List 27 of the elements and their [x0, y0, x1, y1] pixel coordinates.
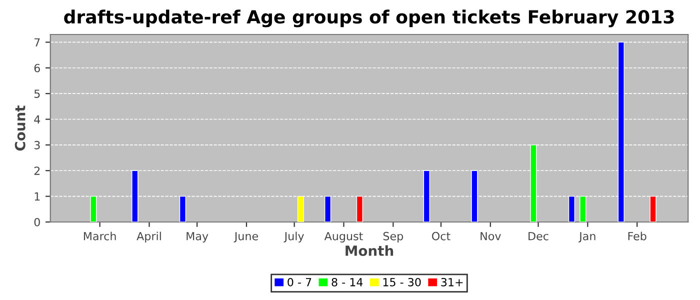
x-tick-label: May: [186, 232, 208, 242]
y-tick-label: 5: [34, 90, 40, 98]
y-tick-label: 6: [34, 64, 40, 72]
legend-label: 15 - 30: [383, 278, 421, 286]
legend-label: 31+: [441, 278, 463, 286]
chart-title: drafts-update-ref Age groups of open tickets February 2013: [64, 10, 674, 28]
x-tick-label: Nov: [480, 232, 501, 240]
y-tick-label: 7: [34, 38, 40, 46]
x-tick-label: Dec: [528, 232, 548, 240]
x-tick-label: July: [284, 232, 304, 242]
x-tick-label: Oct: [432, 232, 450, 240]
y-tick-label: 4: [34, 115, 40, 124]
y-tick-label: 1: [34, 192, 40, 201]
x-tick-label: Sep: [383, 232, 404, 242]
legend-label: 8 - 14: [332, 278, 363, 286]
y-axis-title: Count: [14, 105, 26, 151]
x-tick-label: Feb: [628, 232, 646, 240]
x-tick-label: March: [84, 232, 116, 240]
legend-label: 0 - 7: [288, 278, 312, 286]
y-tick-label: 3: [34, 140, 40, 150]
x-axis-title: Month: [346, 245, 394, 256]
y-tick-label: 2: [34, 166, 40, 175]
x-tick-label: Jan: [578, 232, 596, 242]
x-tick-label: August: [324, 232, 363, 242]
x-tick-label: June: [234, 232, 258, 242]
x-tick-label: April: [136, 232, 161, 242]
y-tick-label: 0: [34, 218, 40, 226]
